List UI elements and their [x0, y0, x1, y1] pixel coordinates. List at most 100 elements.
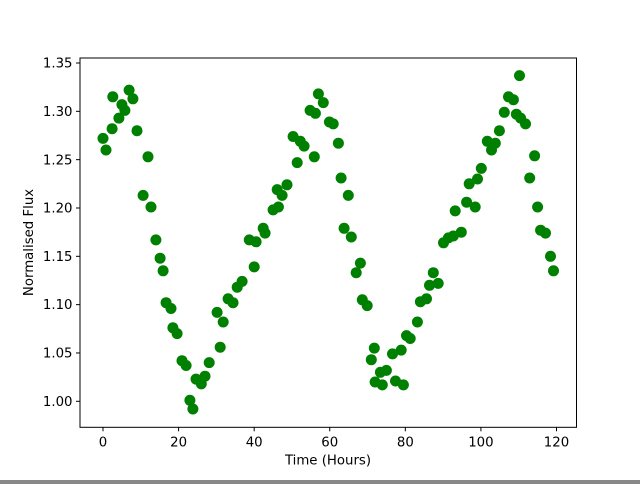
data-point: [532, 201, 544, 213]
x-tick-label: 60: [321, 436, 338, 451]
y-tick-label: 1.15: [43, 250, 73, 265]
data-point: [514, 70, 525, 82]
data-point: [217, 316, 229, 328]
data-point: [427, 267, 439, 279]
data-point: [157, 265, 169, 277]
data-point: [507, 94, 519, 106]
data-point: [354, 257, 366, 269]
data-point: [281, 179, 293, 191]
data-point: [368, 342, 380, 354]
x-axis-ticks: 0 20 40 60 80 100 120: [99, 427, 569, 451]
data-point: [276, 189, 288, 201]
data-point: [350, 267, 362, 279]
y-axis-ticks: 1.00 1.05 1.10 1.15 1.20 1.25 1.30 1.35: [43, 57, 80, 410]
data-point: [154, 252, 166, 264]
data-point: [424, 279, 435, 291]
data-point: [113, 112, 125, 124]
data-point: [332, 137, 344, 149]
data-point: [291, 157, 303, 169]
data-point: [475, 162, 487, 174]
data-point: [365, 354, 377, 366]
data-point: [524, 172, 536, 184]
data-point: [106, 123, 118, 135]
data-point: [236, 275, 248, 287]
data-point: [298, 140, 310, 152]
x-tick-label: 80: [397, 436, 414, 451]
data-points: [97, 70, 559, 415]
data-point: [548, 265, 559, 277]
data-point: [342, 189, 354, 201]
data-point: [272, 201, 284, 213]
data-point: [421, 293, 432, 305]
data-point: [312, 88, 324, 100]
y-tick-label: 1.00: [43, 395, 73, 410]
data-point: [250, 236, 262, 248]
x-tick-label: 0: [99, 436, 107, 451]
data-point: [199, 370, 211, 382]
x-tick-label: 120: [544, 436, 569, 451]
data-point: [97, 132, 109, 144]
data-point: [150, 234, 162, 246]
data-point: [472, 173, 483, 185]
data-point: [131, 125, 143, 137]
data-point: [259, 227, 271, 239]
data-point: [248, 261, 260, 273]
y-tick-label: 1.25: [43, 153, 73, 168]
data-point: [203, 357, 215, 369]
data-point: [142, 151, 154, 163]
data-point: [165, 303, 177, 314]
data-point: [361, 300, 373, 312]
data-point: [469, 201, 481, 213]
data-point: [338, 222, 350, 234]
data-point: [100, 144, 112, 156]
data-point: [308, 151, 320, 163]
data-point: [107, 91, 119, 103]
data-point: [520, 118, 531, 130]
data-point: [137, 189, 149, 201]
data-point: [461, 196, 473, 208]
data-point: [540, 227, 551, 239]
data-point: [214, 341, 226, 353]
data-point: [309, 107, 321, 119]
data-point: [404, 333, 416, 344]
y-tick-label: 1.20: [43, 202, 73, 217]
data-point: [171, 328, 183, 340]
data-point: [489, 137, 501, 149]
data-point: [545, 250, 556, 262]
data-point: [180, 360, 192, 371]
data-point: [376, 379, 388, 391]
x-axis-label: Time (Hours): [284, 454, 371, 469]
data-point: [184, 394, 196, 406]
data-point: [123, 84, 135, 96]
data-point: [493, 125, 505, 137]
data-point: [498, 106, 510, 118]
data-point: [211, 306, 223, 318]
data-point: [327, 118, 339, 130]
data-point: [387, 348, 398, 360]
y-axis-label: Normalised Flux: [22, 189, 37, 296]
data-point: [227, 297, 239, 309]
data-point: [455, 226, 467, 238]
data-point: [395, 344, 407, 356]
data-point: [145, 201, 157, 213]
data-point: [345, 231, 357, 243]
data-point: [317, 97, 329, 109]
y-tick-label: 1.10: [43, 298, 73, 313]
x-tick-label: 40: [246, 436, 263, 451]
data-point: [187, 403, 199, 415]
x-tick-label: 20: [170, 436, 187, 451]
data-point: [449, 205, 461, 217]
data-point: [127, 93, 139, 105]
data-point: [380, 364, 392, 376]
data-point: [335, 172, 347, 184]
y-tick-label: 1.05: [43, 347, 73, 362]
data-point: [411, 316, 423, 328]
data-point: [529, 150, 541, 162]
data-point: [397, 379, 409, 391]
data-point: [119, 104, 131, 116]
data-point: [432, 277, 444, 289]
x-tick-label: 100: [468, 436, 493, 451]
plot-frame: [79, 57, 577, 428]
